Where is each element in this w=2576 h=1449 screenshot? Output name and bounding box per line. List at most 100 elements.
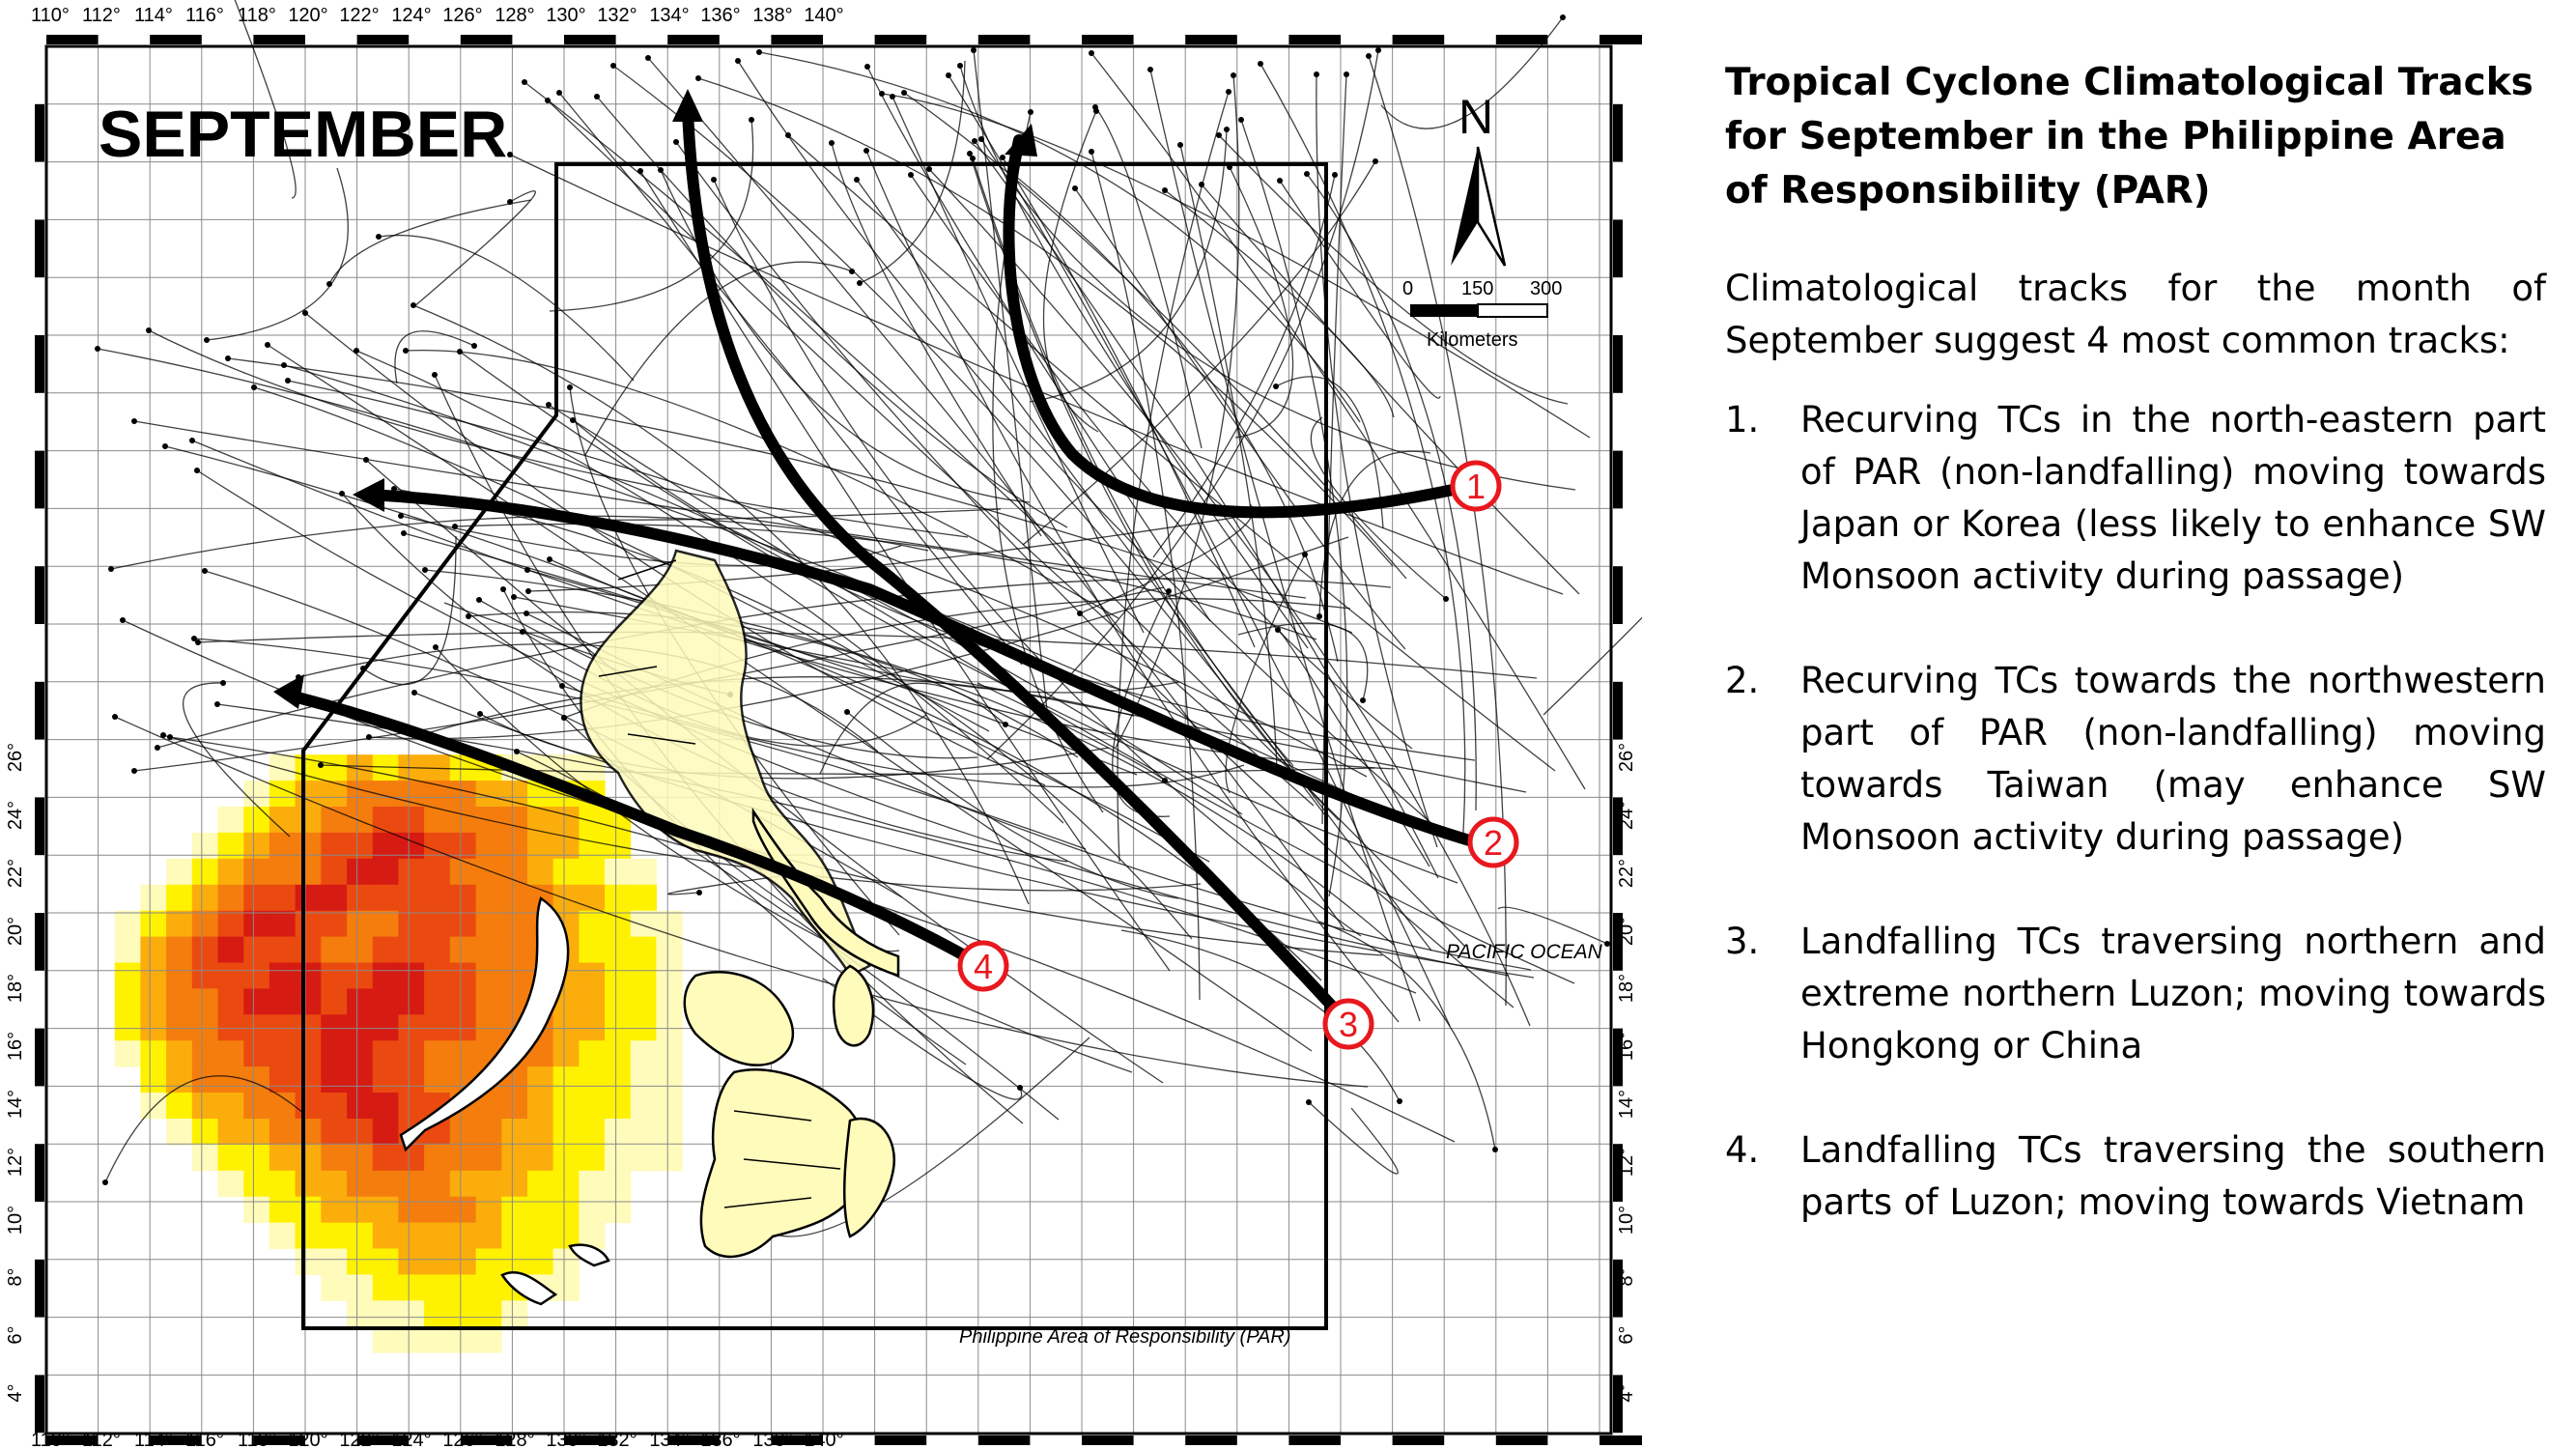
longitude-label: 124°	[391, 1430, 431, 1449]
track-item-1: 1. Recurving TCs in the north-eastern pa…	[1725, 394, 2546, 603]
density-cell	[114, 1040, 141, 1067]
storm-track	[1201, 184, 1580, 595]
track-end-dot	[1177, 142, 1183, 148]
storm-track	[758, 51, 1361, 423]
density-cell	[449, 1326, 476, 1353]
density-cell	[372, 936, 399, 963]
density-cell	[398, 1040, 425, 1067]
storm-track	[571, 508, 1002, 521]
track-list: 1. Recurving TCs in the north-eastern pa…	[1725, 394, 2546, 1229]
storm-track	[713, 179, 1362, 937]
density-cell	[449, 988, 476, 1015]
density-cell	[166, 936, 193, 963]
density-cell	[501, 807, 528, 834]
storm-track	[787, 134, 1556, 772]
storm-track	[1306, 173, 1477, 811]
density-cell	[424, 988, 451, 1015]
density-cell	[372, 858, 399, 886]
density-cell	[501, 1196, 528, 1224]
longitude-label: 140°	[804, 5, 843, 26]
density-cell	[295, 962, 322, 989]
north-arrow-icon	[1451, 147, 1478, 266]
track-end-dot	[658, 167, 664, 173]
density-cell	[166, 910, 193, 938]
latitude-label: 6°	[1616, 1325, 1637, 1344]
track-end-dot	[645, 55, 651, 61]
longitude-label: 126°	[442, 1430, 482, 1449]
longitude-label: 110°	[31, 5, 70, 26]
track-end-dot	[1147, 67, 1153, 72]
track-end-dot	[507, 152, 513, 157]
density-cell	[347, 1248, 374, 1275]
track-end-dot	[1093, 108, 1099, 114]
track-end-dot	[102, 1179, 108, 1185]
longitude-label: 136°	[700, 1430, 740, 1449]
storm-track	[831, 142, 1042, 537]
density-cell	[527, 1170, 554, 1198]
latitude-label: 18°	[1616, 974, 1637, 1003]
track-arrow-3-head	[672, 89, 703, 122]
density-cell	[475, 936, 502, 963]
density-cell	[243, 1014, 270, 1041]
track-end-dot	[131, 768, 137, 774]
density-cell	[449, 962, 476, 989]
description-panel: Tropical Cyclone Climatological Tracks f…	[1725, 56, 2546, 1229]
track-end-dot	[1316, 613, 1322, 619]
density-cell	[269, 936, 297, 963]
density-cell	[295, 936, 322, 963]
density-cell	[424, 1300, 451, 1327]
storm-track	[416, 676, 1135, 737]
density-cell	[398, 781, 425, 808]
storm-track	[977, 682, 1166, 781]
latitude-label: 26°	[1616, 743, 1637, 772]
track-end-dot	[432, 372, 438, 378]
density-cell	[605, 1170, 632, 1198]
density-cell	[449, 807, 476, 834]
density-cell	[217, 1144, 244, 1172]
density-cell	[475, 1248, 502, 1275]
density-cell	[501, 910, 528, 938]
density-cell	[347, 1014, 374, 1041]
density-cell	[424, 884, 451, 912]
longitude-label: 126°	[442, 5, 482, 26]
density-cell	[605, 1066, 632, 1094]
density-cell	[398, 1066, 425, 1094]
par-boundary	[301, 162, 1328, 1330]
density-cell	[321, 884, 348, 912]
density-cell	[398, 1196, 425, 1224]
density-cell	[424, 858, 451, 886]
longitude-label: 120°	[288, 5, 327, 26]
north-arrow: N	[1451, 90, 1507, 267]
latitude-label: 16°	[5, 1032, 26, 1061]
density-cell	[243, 1170, 270, 1198]
density-cell	[372, 1300, 399, 1327]
density-cell	[347, 1274, 374, 1301]
density-cell	[295, 910, 322, 938]
density-cell	[630, 1144, 657, 1172]
density-cell	[579, 807, 606, 834]
storm-track	[974, 140, 1439, 879]
density-cell	[372, 1040, 399, 1067]
track-arrow-2-head	[353, 478, 384, 512]
density-cell	[605, 884, 632, 912]
density-cell	[269, 1170, 297, 1198]
density-cell	[475, 1196, 502, 1224]
density-cell	[347, 1196, 374, 1224]
density-cell	[398, 910, 425, 938]
track-end-dot	[1277, 178, 1283, 184]
density-cell	[321, 1014, 348, 1041]
storm-track	[1308, 1101, 1399, 1175]
density-cell	[243, 988, 270, 1015]
density-cell	[269, 910, 297, 938]
storm-track	[412, 304, 1030, 905]
density-cell	[605, 910, 632, 938]
svg-text:3: 3	[1339, 1005, 1358, 1044]
density-cell	[579, 884, 606, 912]
track-end-dot	[1492, 1147, 1498, 1152]
track-end-dot	[567, 384, 573, 390]
track-end-dot	[189, 438, 195, 443]
density-cell	[166, 884, 193, 912]
storm-track	[1497, 906, 1608, 945]
density-cell	[449, 781, 476, 808]
track-end-dot	[167, 734, 173, 740]
